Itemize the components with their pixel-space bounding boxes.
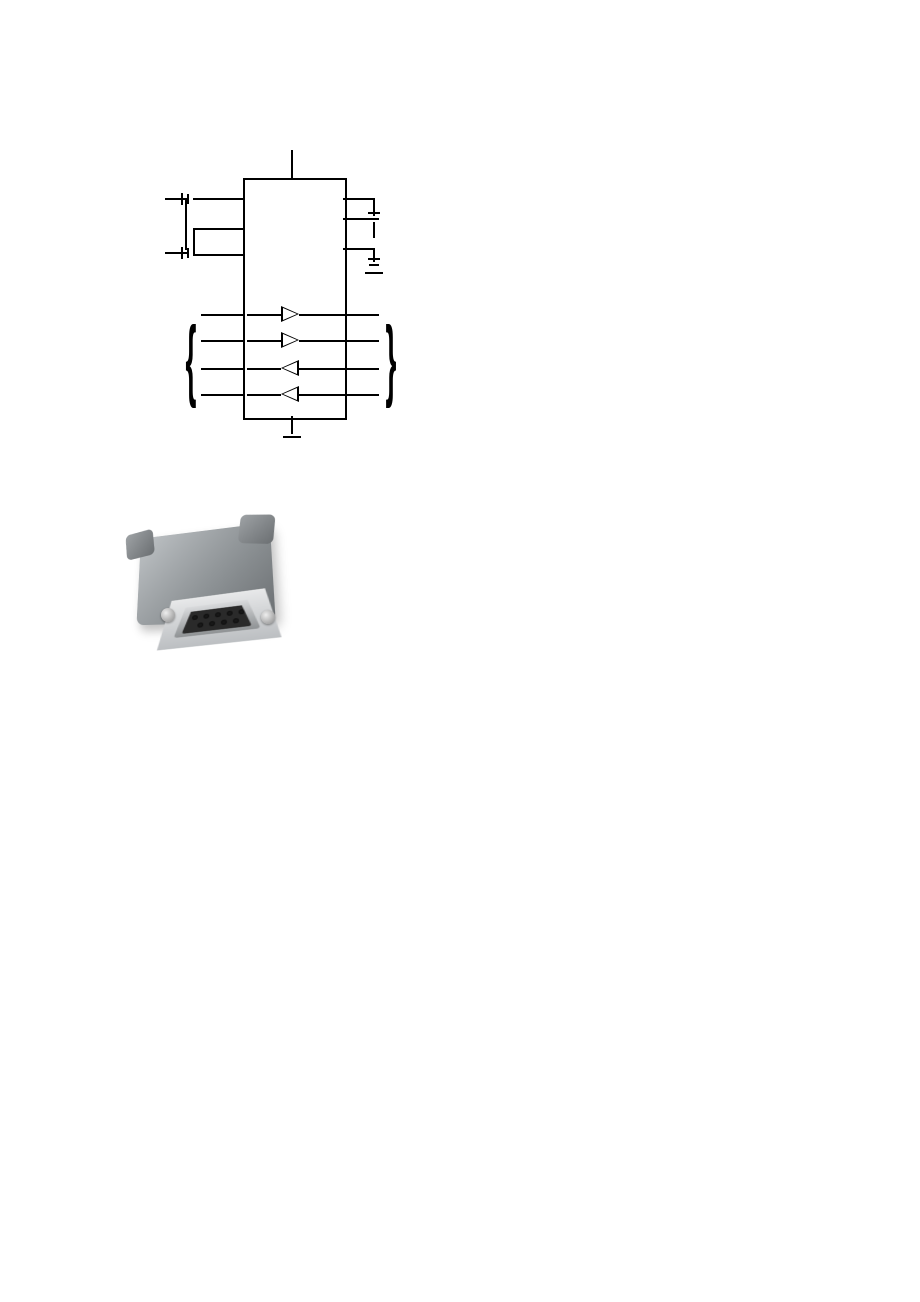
figure-caption-1 <box>131 478 806 506</box>
figure-circuit-max232: { } <box>131 136 806 456</box>
figure-caption-2 <box>131 700 806 728</box>
figure-db9 <box>131 528 806 678</box>
document-page: { } <box>0 0 920 810</box>
